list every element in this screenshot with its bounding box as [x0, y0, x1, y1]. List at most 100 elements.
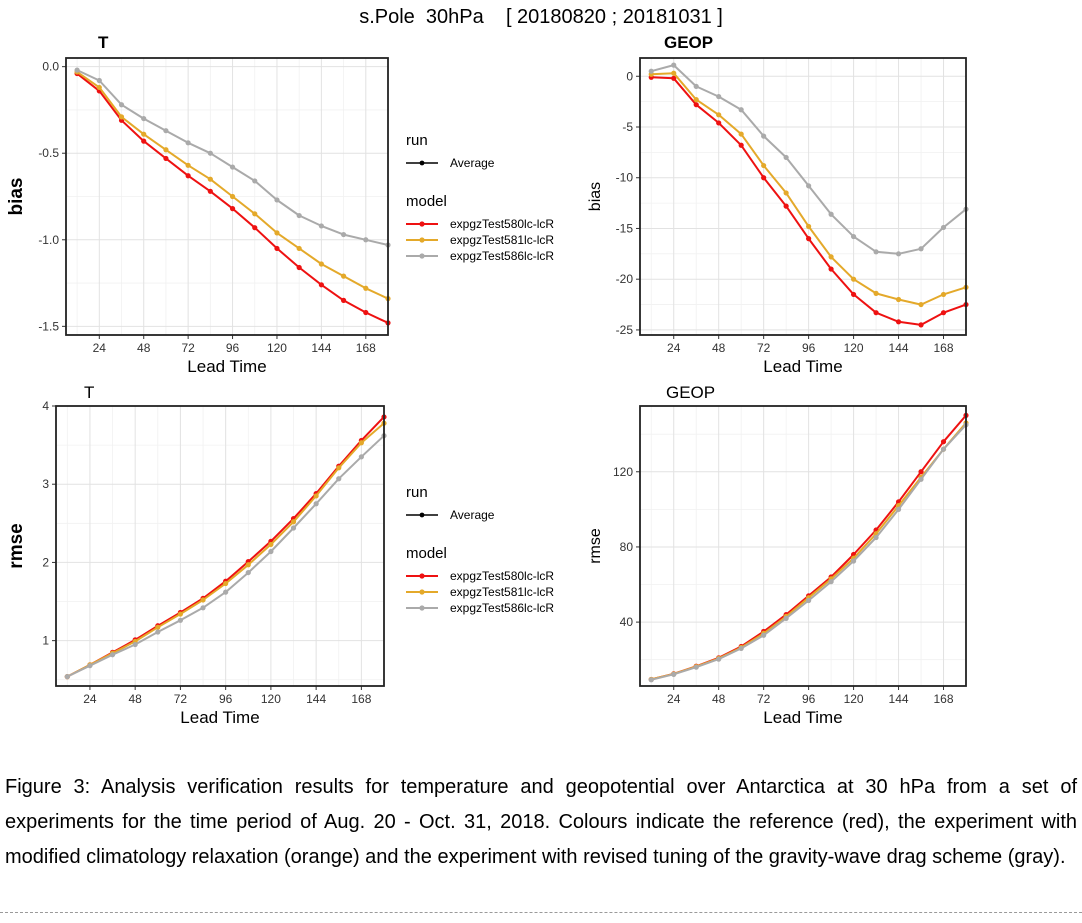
data-point	[806, 183, 812, 189]
tick-label-y: -0.5	[38, 146, 59, 160]
data-point	[96, 84, 102, 91]
tick-label-x: 168	[934, 341, 954, 355]
panel-title: T	[98, 33, 109, 52]
legend-entry-label: expgzTest581lc-lcR	[450, 233, 554, 247]
x-axis-label: Lead Time	[187, 357, 266, 376]
data-point	[96, 77, 102, 84]
legend-run-title: run	[406, 132, 428, 149]
data-point	[693, 83, 699, 90]
data-point	[671, 75, 677, 81]
data-point	[64, 674, 70, 680]
tick-label-x: 144	[889, 341, 909, 355]
data-point	[185, 140, 191, 146]
data-point	[268, 548, 274, 555]
data-point	[296, 212, 302, 219]
data-point	[716, 112, 722, 118]
data-point	[200, 605, 206, 611]
data-point	[229, 206, 236, 212]
tick-label-x: 48	[712, 692, 726, 706]
tick-label-y: 80	[620, 540, 634, 554]
tick-label-y: -20	[616, 272, 634, 286]
data-point	[185, 173, 191, 179]
tick-label-x: 72	[181, 341, 195, 355]
data-point	[318, 223, 324, 229]
tick-label-y: -1.0	[38, 233, 59, 247]
tick-label-y: -10	[616, 171, 634, 185]
data-point	[940, 291, 947, 298]
data-point	[340, 297, 347, 303]
data-point	[693, 97, 699, 103]
data-point	[895, 319, 902, 325]
chart-panel-2: 24 48 72 96 120 144 168 -25 -20 -15 -10 -5 0 GEOP Lead…	[587, 33, 969, 376]
tick-label-x: 168	[351, 692, 371, 706]
data-point	[806, 597, 812, 604]
data-point	[873, 534, 879, 541]
legend-entry-label: expgzTest581lc-lcR	[450, 585, 554, 599]
data-point	[252, 178, 258, 184]
legend-key-point	[419, 253, 425, 259]
data-point	[806, 223, 812, 230]
legend-key-point	[419, 589, 425, 595]
chart-panel-3: 24 48 72 96 120 144 168 1 2 3 4 T Lead Time rmse	[6, 383, 387, 727]
data-point	[873, 249, 879, 255]
plot-frame	[639, 405, 967, 687]
tick-label-y: 4	[42, 399, 49, 413]
data-point	[940, 224, 947, 231]
data-point	[671, 70, 677, 76]
data-point	[828, 211, 834, 217]
data-point	[200, 597, 206, 603]
tick-label-x: 24	[667, 692, 681, 706]
data-point	[296, 264, 302, 271]
chart-panel-4: 24 48 72 96 120 144 168 40 80 120 GEOP Lead Time rms…	[587, 383, 969, 727]
data-point	[336, 465, 342, 471]
legend-key-point	[419, 221, 425, 227]
data-point	[828, 266, 834, 272]
data-point	[163, 128, 169, 134]
data-point	[318, 261, 324, 267]
figure: s.Pole 30hPa [ 20180820 ; 20181031 ] 24 4…	[6, 6, 969, 727]
tick-label-y: 0.0	[42, 60, 59, 74]
data-point	[274, 197, 280, 203]
tick-label-x: 96	[226, 341, 240, 355]
tick-label-x: 96	[802, 692, 816, 706]
plot-frame	[55, 405, 385, 687]
data-point	[290, 525, 297, 531]
data-point	[716, 656, 722, 662]
tick-label-x: 144	[311, 341, 331, 355]
tick-label-y: 3	[42, 477, 49, 491]
data-point	[177, 611, 184, 617]
data-point	[245, 569, 251, 576]
legend-key-point	[419, 573, 425, 579]
data-point	[363, 285, 369, 291]
tick-label-y: -1.5	[38, 319, 59, 333]
data-point	[290, 519, 297, 525]
legend-model-title: model	[406, 193, 447, 210]
data-point	[207, 176, 213, 182]
tick-label-x: 168	[934, 692, 954, 706]
chart-panel-1: 24 48 72 96 120 144 168 -1.5 -1.0 -0.5 0.0 T Lead Ti…	[6, 33, 391, 376]
data-point	[155, 629, 161, 635]
tick-label-x: 48	[128, 692, 142, 706]
data-point	[873, 290, 879, 296]
data-point	[761, 632, 767, 638]
tick-label-x: 120	[261, 692, 281, 706]
data-point	[274, 245, 280, 252]
plot-frame	[65, 57, 389, 336]
data-point	[918, 301, 924, 308]
tick-label-x: 96	[219, 692, 233, 706]
divider	[0, 912, 1082, 913]
figure-title: s.Pole 30hPa [ 20180820 ; 20181031 ]	[359, 6, 723, 28]
x-axis-label: Lead Time	[763, 708, 842, 727]
figure-canvas: 24 48 72 96 120 144 168 -1.5 -1.0 -0.5 0.0 T Lead Ti…	[6, 33, 969, 727]
data-point	[118, 102, 125, 108]
data-point	[761, 162, 767, 169]
data-point	[74, 67, 80, 73]
data-point	[761, 133, 767, 139]
data-point	[245, 562, 251, 568]
data-point	[716, 93, 722, 100]
tick-label-y: -15	[616, 221, 634, 235]
x-axis-label: Lead Time	[763, 357, 842, 376]
data-point	[783, 615, 789, 621]
legend-key-point	[419, 237, 425, 243]
data-point	[358, 454, 364, 460]
